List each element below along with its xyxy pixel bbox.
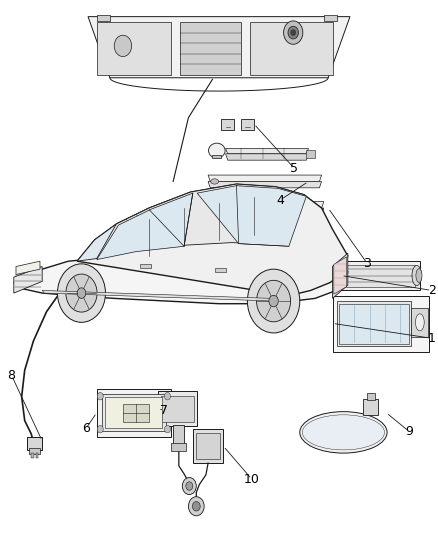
- Polygon shape: [363, 399, 378, 415]
- Polygon shape: [27, 437, 42, 450]
- Polygon shape: [226, 154, 308, 160]
- Polygon shape: [35, 453, 38, 458]
- Circle shape: [269, 295, 278, 307]
- Circle shape: [257, 280, 290, 322]
- Polygon shape: [346, 265, 416, 287]
- Text: 9: 9: [405, 425, 413, 438]
- Circle shape: [164, 425, 170, 433]
- Circle shape: [291, 30, 295, 35]
- Polygon shape: [14, 266, 42, 293]
- Ellipse shape: [208, 143, 225, 158]
- Polygon shape: [367, 393, 375, 400]
- Circle shape: [186, 482, 193, 490]
- Ellipse shape: [416, 314, 424, 331]
- Bar: [97, 14, 110, 21]
- Polygon shape: [173, 425, 184, 445]
- Circle shape: [247, 269, 300, 333]
- Polygon shape: [208, 181, 321, 188]
- Text: 7: 7: [160, 403, 169, 416]
- Circle shape: [97, 425, 103, 433]
- Text: 2: 2: [427, 284, 435, 297]
- Polygon shape: [226, 149, 308, 154]
- Text: 10: 10: [244, 473, 260, 486]
- Polygon shape: [221, 119, 234, 130]
- Polygon shape: [102, 394, 166, 431]
- Circle shape: [57, 264, 106, 322]
- Polygon shape: [97, 389, 171, 437]
- Text: 8: 8: [7, 369, 16, 382]
- Circle shape: [288, 26, 298, 39]
- Polygon shape: [88, 17, 350, 78]
- Polygon shape: [241, 119, 254, 130]
- Polygon shape: [334, 257, 346, 294]
- Polygon shape: [250, 22, 332, 75]
- Circle shape: [97, 392, 103, 400]
- Polygon shape: [341, 261, 420, 290]
- Polygon shape: [29, 448, 40, 454]
- Ellipse shape: [302, 415, 385, 450]
- Ellipse shape: [416, 269, 422, 282]
- Ellipse shape: [412, 265, 422, 286]
- Bar: [215, 268, 226, 272]
- Polygon shape: [16, 261, 40, 274]
- Polygon shape: [14, 243, 348, 304]
- Polygon shape: [339, 304, 409, 344]
- Polygon shape: [193, 429, 223, 463]
- Polygon shape: [42, 290, 274, 301]
- Polygon shape: [212, 155, 221, 158]
- Circle shape: [188, 497, 204, 516]
- Polygon shape: [180, 22, 241, 75]
- Polygon shape: [97, 193, 193, 260]
- Bar: [324, 14, 337, 21]
- Polygon shape: [337, 301, 411, 346]
- Text: 4: 4: [276, 193, 284, 207]
- Ellipse shape: [211, 179, 219, 184]
- Polygon shape: [196, 433, 220, 459]
- Text: 3: 3: [364, 257, 371, 270]
- Polygon shape: [106, 397, 162, 428]
- Polygon shape: [77, 192, 191, 261]
- Polygon shape: [208, 175, 321, 181]
- Circle shape: [164, 392, 170, 400]
- Polygon shape: [97, 22, 171, 75]
- Text: 6: 6: [82, 422, 90, 435]
- Polygon shape: [97, 184, 304, 259]
- Ellipse shape: [209, 205, 217, 211]
- Text: 5: 5: [290, 161, 298, 175]
- Polygon shape: [306, 150, 315, 158]
- Polygon shape: [158, 391, 197, 426]
- Circle shape: [182, 478, 196, 495]
- Polygon shape: [123, 403, 149, 422]
- Polygon shape: [332, 253, 348, 298]
- Text: 1: 1: [427, 332, 435, 345]
- Circle shape: [66, 274, 97, 312]
- Circle shape: [114, 35, 132, 56]
- Circle shape: [284, 21, 303, 44]
- Ellipse shape: [300, 411, 387, 453]
- Circle shape: [192, 502, 200, 511]
- Circle shape: [77, 288, 86, 298]
- Polygon shape: [31, 453, 34, 458]
- Polygon shape: [77, 184, 348, 296]
- Polygon shape: [171, 443, 186, 451]
- Polygon shape: [411, 308, 427, 337]
- Polygon shape: [206, 201, 324, 208]
- Polygon shape: [332, 296, 428, 352]
- Polygon shape: [161, 395, 194, 422]
- Bar: [141, 264, 151, 268]
- Polygon shape: [197, 185, 306, 246]
- Polygon shape: [206, 208, 324, 215]
